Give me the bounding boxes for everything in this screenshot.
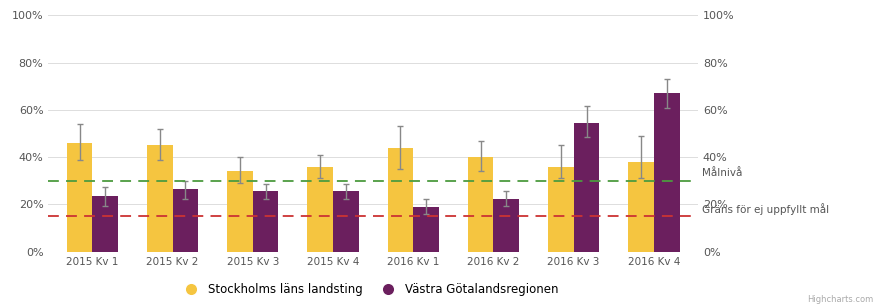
Bar (493, 199, 518, 252)
Bar (628, 162, 653, 252)
Bar (467, 157, 493, 252)
Bar (67, 143, 92, 252)
Bar (173, 189, 198, 252)
Bar (387, 148, 413, 252)
Text: Målnivå: Målnivå (702, 168, 742, 178)
Bar (227, 171, 253, 252)
Bar (332, 192, 359, 252)
Text: Gräns för ej uppfyllt mål: Gräns för ej uppfyllt mål (702, 203, 829, 215)
Bar (146, 145, 173, 252)
Bar (573, 123, 599, 252)
Bar (547, 167, 573, 252)
Bar (92, 196, 118, 252)
Legend: Stockholms läns landsting, Västra Götalandsregionen: Stockholms läns landsting, Västra Götala… (175, 279, 562, 301)
Bar (653, 93, 679, 252)
Bar (413, 207, 438, 252)
Text: Highcharts.com: Highcharts.com (807, 295, 873, 304)
Bar (307, 167, 332, 252)
Bar (253, 192, 278, 252)
